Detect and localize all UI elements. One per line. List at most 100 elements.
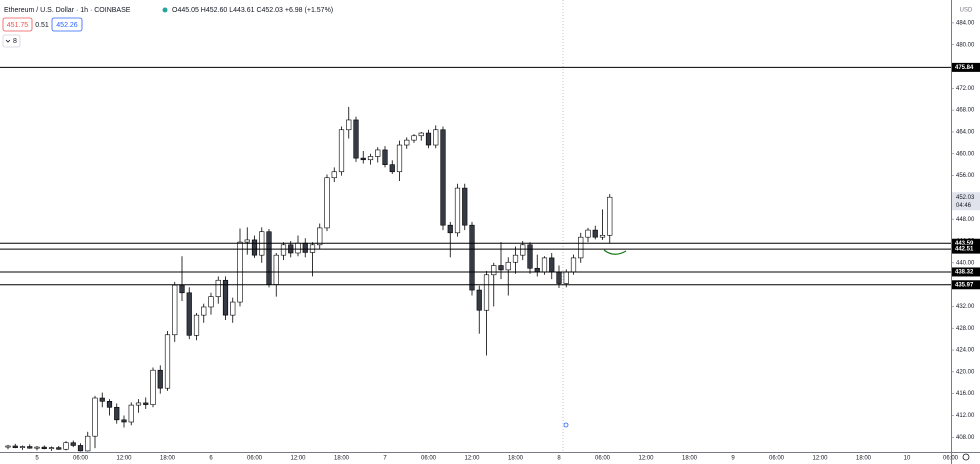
status-dot [162, 7, 168, 13]
candle-body [99, 397, 105, 402]
x-tick-label: 10 [904, 456, 911, 462]
candle-body [592, 229, 598, 238]
y-tick-label: 428.00 [956, 326, 975, 332]
candle-body [63, 442, 69, 450]
candle-body [179, 284, 185, 294]
level-tag-label: 442.51 [955, 247, 974, 253]
y-tick-label: 480.00 [956, 42, 975, 48]
x-tick-label: 12:00 [116, 456, 132, 462]
candle-body [353, 119, 359, 159]
x-tick-label: 12:00 [290, 456, 306, 462]
candle-body [375, 149, 381, 157]
candle-body [578, 236, 584, 259]
candle-body [135, 402, 142, 406]
y-tick-label: 432.00 [956, 304, 975, 310]
indicators-count[interactable]: 8 [13, 38, 17, 45]
y-tick-label: 468.00 [956, 108, 975, 114]
ohlc-legend: O445.05 H452.60 L443.61 C452.03 +6.98 (+… [172, 7, 333, 14]
candle-body [12, 445, 18, 448]
indicators-toggle[interactable] [2, 34, 21, 48]
candle-body [512, 254, 519, 263]
candle-body [505, 261, 511, 271]
level-tag [952, 267, 980, 277]
symbol-title: Ethereum / U.S. Dollar · 1h · COINBASE [4, 7, 131, 14]
countdown-label: 04:46 [956, 203, 972, 209]
candle-body [280, 244, 287, 256]
x-tick-label: 8 [557, 456, 561, 462]
y-tick-label: 484.00 [956, 20, 975, 26]
candle-body [483, 274, 490, 311]
candle-body [92, 397, 98, 437]
candle-body [447, 224, 453, 234]
candle-body [440, 129, 446, 226]
level-tag [952, 244, 980, 254]
candle-body [164, 334, 171, 389]
candle-body [433, 129, 439, 146]
y-tick-label: 460.00 [956, 151, 975, 157]
x-tick-label: 12:00 [464, 456, 480, 462]
candle-body [251, 239, 258, 256]
candle-body [324, 177, 330, 229]
candle-body [34, 446, 40, 449]
candle-body [19, 446, 26, 448]
candle-body [520, 244, 526, 256]
candle-body [360, 157, 366, 161]
x-tick-label: 12:00 [812, 456, 828, 462]
candle-body [150, 369, 156, 405]
candle-body [114, 406, 120, 421]
x-tick-label: 7 [383, 456, 387, 462]
candle-body [193, 314, 200, 336]
candle-body [570, 257, 577, 273]
x-tick-label: 18:00 [856, 456, 872, 462]
candle-body [121, 419, 127, 423]
x-tick-label: 06:00 [943, 456, 959, 462]
candle-body [491, 265, 497, 276]
candle-body [367, 156, 374, 161]
candle-body [106, 400, 113, 408]
currency-label: USD [960, 8, 973, 14]
candle-body [77, 445, 84, 452]
y-tick-label: 408.00 [956, 435, 975, 441]
candle-body [607, 196, 613, 236]
level-tag [952, 238, 980, 248]
candle-body [411, 135, 417, 141]
candle-body [498, 265, 504, 271]
candle-body [469, 224, 475, 291]
y-tick-label: 440.00 [956, 260, 975, 266]
candle-body [295, 242, 301, 254]
level-tag-label: 435.97 [955, 282, 974, 288]
candle-body [418, 132, 424, 137]
candle-body [302, 242, 308, 253]
candle-body [56, 447, 62, 450]
x-tick-label: 12:00 [638, 456, 654, 462]
y-tick-label: 416.00 [956, 391, 975, 397]
y-tick-label: 456.00 [956, 173, 975, 179]
candle-body [128, 404, 134, 423]
candle-body [222, 279, 229, 316]
candle-body [85, 435, 91, 452]
sell-button[interactable] [2, 17, 33, 32]
sell-price[interactable]: 451.75 [7, 22, 29, 29]
buy-price[interactable]: 452.26 [56, 22, 78, 29]
settings-icon[interactable] [962, 453, 970, 461]
candle-body [454, 187, 461, 234]
marker-circle [563, 422, 569, 428]
x-tick-label: 06:00 [769, 456, 785, 462]
candle-body [585, 229, 591, 238]
buy-button[interactable] [51, 17, 83, 32]
candle-body [172, 284, 178, 336]
candle-body [346, 119, 352, 131]
candle-body [230, 301, 236, 316]
candle-body [541, 257, 548, 273]
level-tag-label: 443.59 [955, 241, 974, 247]
level-tag-label: 438.32 [955, 270, 974, 276]
candle-body [186, 292, 192, 336]
x-tick-label: 18:00 [508, 456, 524, 462]
candle-body [425, 132, 432, 146]
y-tick-label: 448.00 [956, 217, 975, 223]
candle-body [476, 289, 482, 311]
x-tick-label: 18:00 [334, 456, 350, 462]
candle-body [396, 144, 403, 173]
